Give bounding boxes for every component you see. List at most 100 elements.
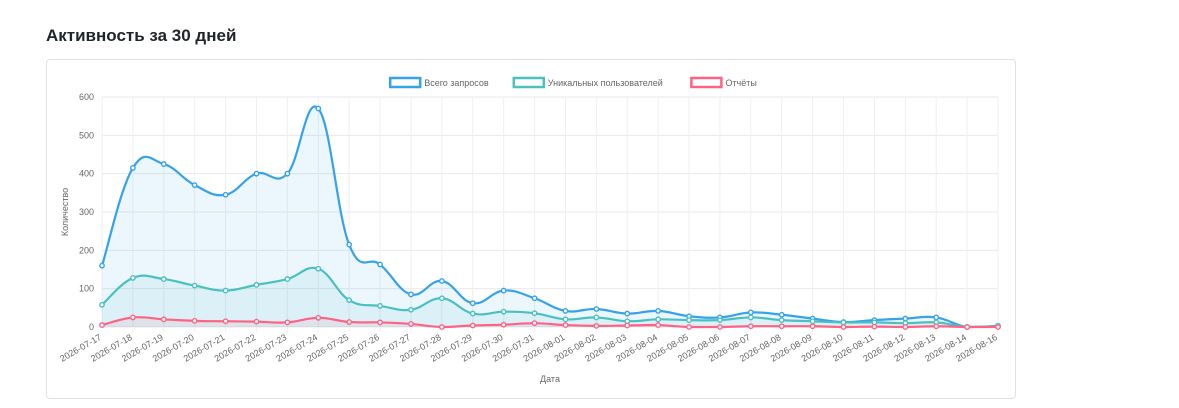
data-point <box>346 319 353 325</box>
data-point <box>840 319 847 326</box>
data-point <box>315 265 322 272</box>
data-point <box>717 324 723 330</box>
page-title: Активность за 30 дней <box>46 26 237 45</box>
data-point <box>129 275 136 281</box>
data-point <box>995 324 1001 330</box>
legend-label: Уникальных пользователей <box>548 78 663 88</box>
data-point <box>284 276 291 282</box>
data-point <box>408 321 414 327</box>
data-point <box>408 306 414 313</box>
data-point <box>871 323 878 330</box>
data-point <box>593 314 600 321</box>
data-point <box>99 262 105 269</box>
data-point <box>438 324 445 330</box>
data-point <box>408 291 414 298</box>
data-point <box>902 324 909 330</box>
data-point <box>438 295 445 302</box>
data-point <box>778 317 785 323</box>
data-point <box>346 241 353 248</box>
data-point <box>655 322 662 328</box>
data-point <box>377 319 383 326</box>
data-point <box>747 323 754 330</box>
legend-swatch <box>512 76 546 89</box>
data-point <box>655 316 662 323</box>
data-point <box>377 303 383 309</box>
chart-card: 0 100 200 300 400 500 600 2026-07-17 2026-07-18 2… <box>46 59 1016 399</box>
data-point <box>778 323 785 330</box>
data-point <box>686 317 692 323</box>
data-point <box>284 170 291 177</box>
series-line-2 <box>101 266 999 329</box>
legend-swatch <box>690 76 723 89</box>
data-point <box>253 170 260 177</box>
data-point <box>284 319 291 326</box>
data-point <box>562 307 569 314</box>
data-point <box>469 322 476 329</box>
data-point <box>933 323 940 330</box>
activity-line-chart: 01002003004005006002026-07-172026-07-182… <box>58 76 1001 384</box>
y-tick-label: 300 <box>79 207 94 217</box>
data-point <box>160 161 167 167</box>
data-point <box>438 278 445 284</box>
data-point <box>593 306 600 312</box>
data-point <box>902 315 909 322</box>
data-point <box>469 310 476 317</box>
data-point <box>129 314 136 321</box>
data-point <box>346 297 353 304</box>
data-point <box>500 308 507 315</box>
data-point <box>624 310 631 317</box>
data-point <box>933 314 940 321</box>
data-point <box>500 287 507 294</box>
legend-swatch <box>388 76 422 89</box>
data-point <box>315 105 322 112</box>
data-point <box>191 282 198 289</box>
y-tick-label: 200 <box>79 245 94 255</box>
y-tick-label: 100 <box>79 284 94 294</box>
data-point <box>129 165 136 171</box>
series-area-3 <box>102 317 998 327</box>
data-point <box>840 324 847 330</box>
data-point <box>531 310 538 317</box>
series-line-3 <box>101 316 998 329</box>
data-point <box>315 314 322 321</box>
data-point <box>191 182 198 189</box>
data-point <box>655 307 662 314</box>
data-point <box>99 301 105 308</box>
series-area-2 <box>102 267 998 327</box>
data-point <box>593 322 600 329</box>
data-point <box>160 276 167 282</box>
data-point <box>562 322 569 328</box>
data-point <box>686 324 692 330</box>
data-point <box>469 300 476 307</box>
data-point <box>717 317 723 323</box>
data-point <box>809 318 816 325</box>
data-point <box>500 321 507 328</box>
series-area-1 <box>102 106 998 328</box>
data-point <box>531 320 538 327</box>
data-point <box>253 281 260 288</box>
legend-label: Отчёты <box>725 78 756 88</box>
data-point <box>778 311 785 318</box>
data-point <box>747 309 754 316</box>
x-axis-title: Дата <box>540 374 560 384</box>
data-point <box>222 318 229 325</box>
data-point <box>562 316 569 323</box>
y-axis-title: Количество <box>60 188 70 236</box>
data-point <box>809 323 816 330</box>
data-point <box>160 316 167 323</box>
y-tick-label: 500 <box>79 130 94 140</box>
data-point <box>624 322 631 329</box>
data-point <box>377 261 383 268</box>
y-tick-label: 600 <box>79 92 94 102</box>
data-point <box>964 324 971 330</box>
y-tick-label: 400 <box>79 169 94 179</box>
data-point <box>747 314 754 321</box>
legend-label: Всего запросов <box>424 78 489 88</box>
data-point <box>191 317 198 324</box>
data-point <box>99 322 105 328</box>
data-point <box>222 191 229 198</box>
y-tick-label: 0 <box>89 322 94 332</box>
data-point <box>531 295 538 302</box>
data-point <box>253 318 260 325</box>
data-point <box>222 287 229 294</box>
